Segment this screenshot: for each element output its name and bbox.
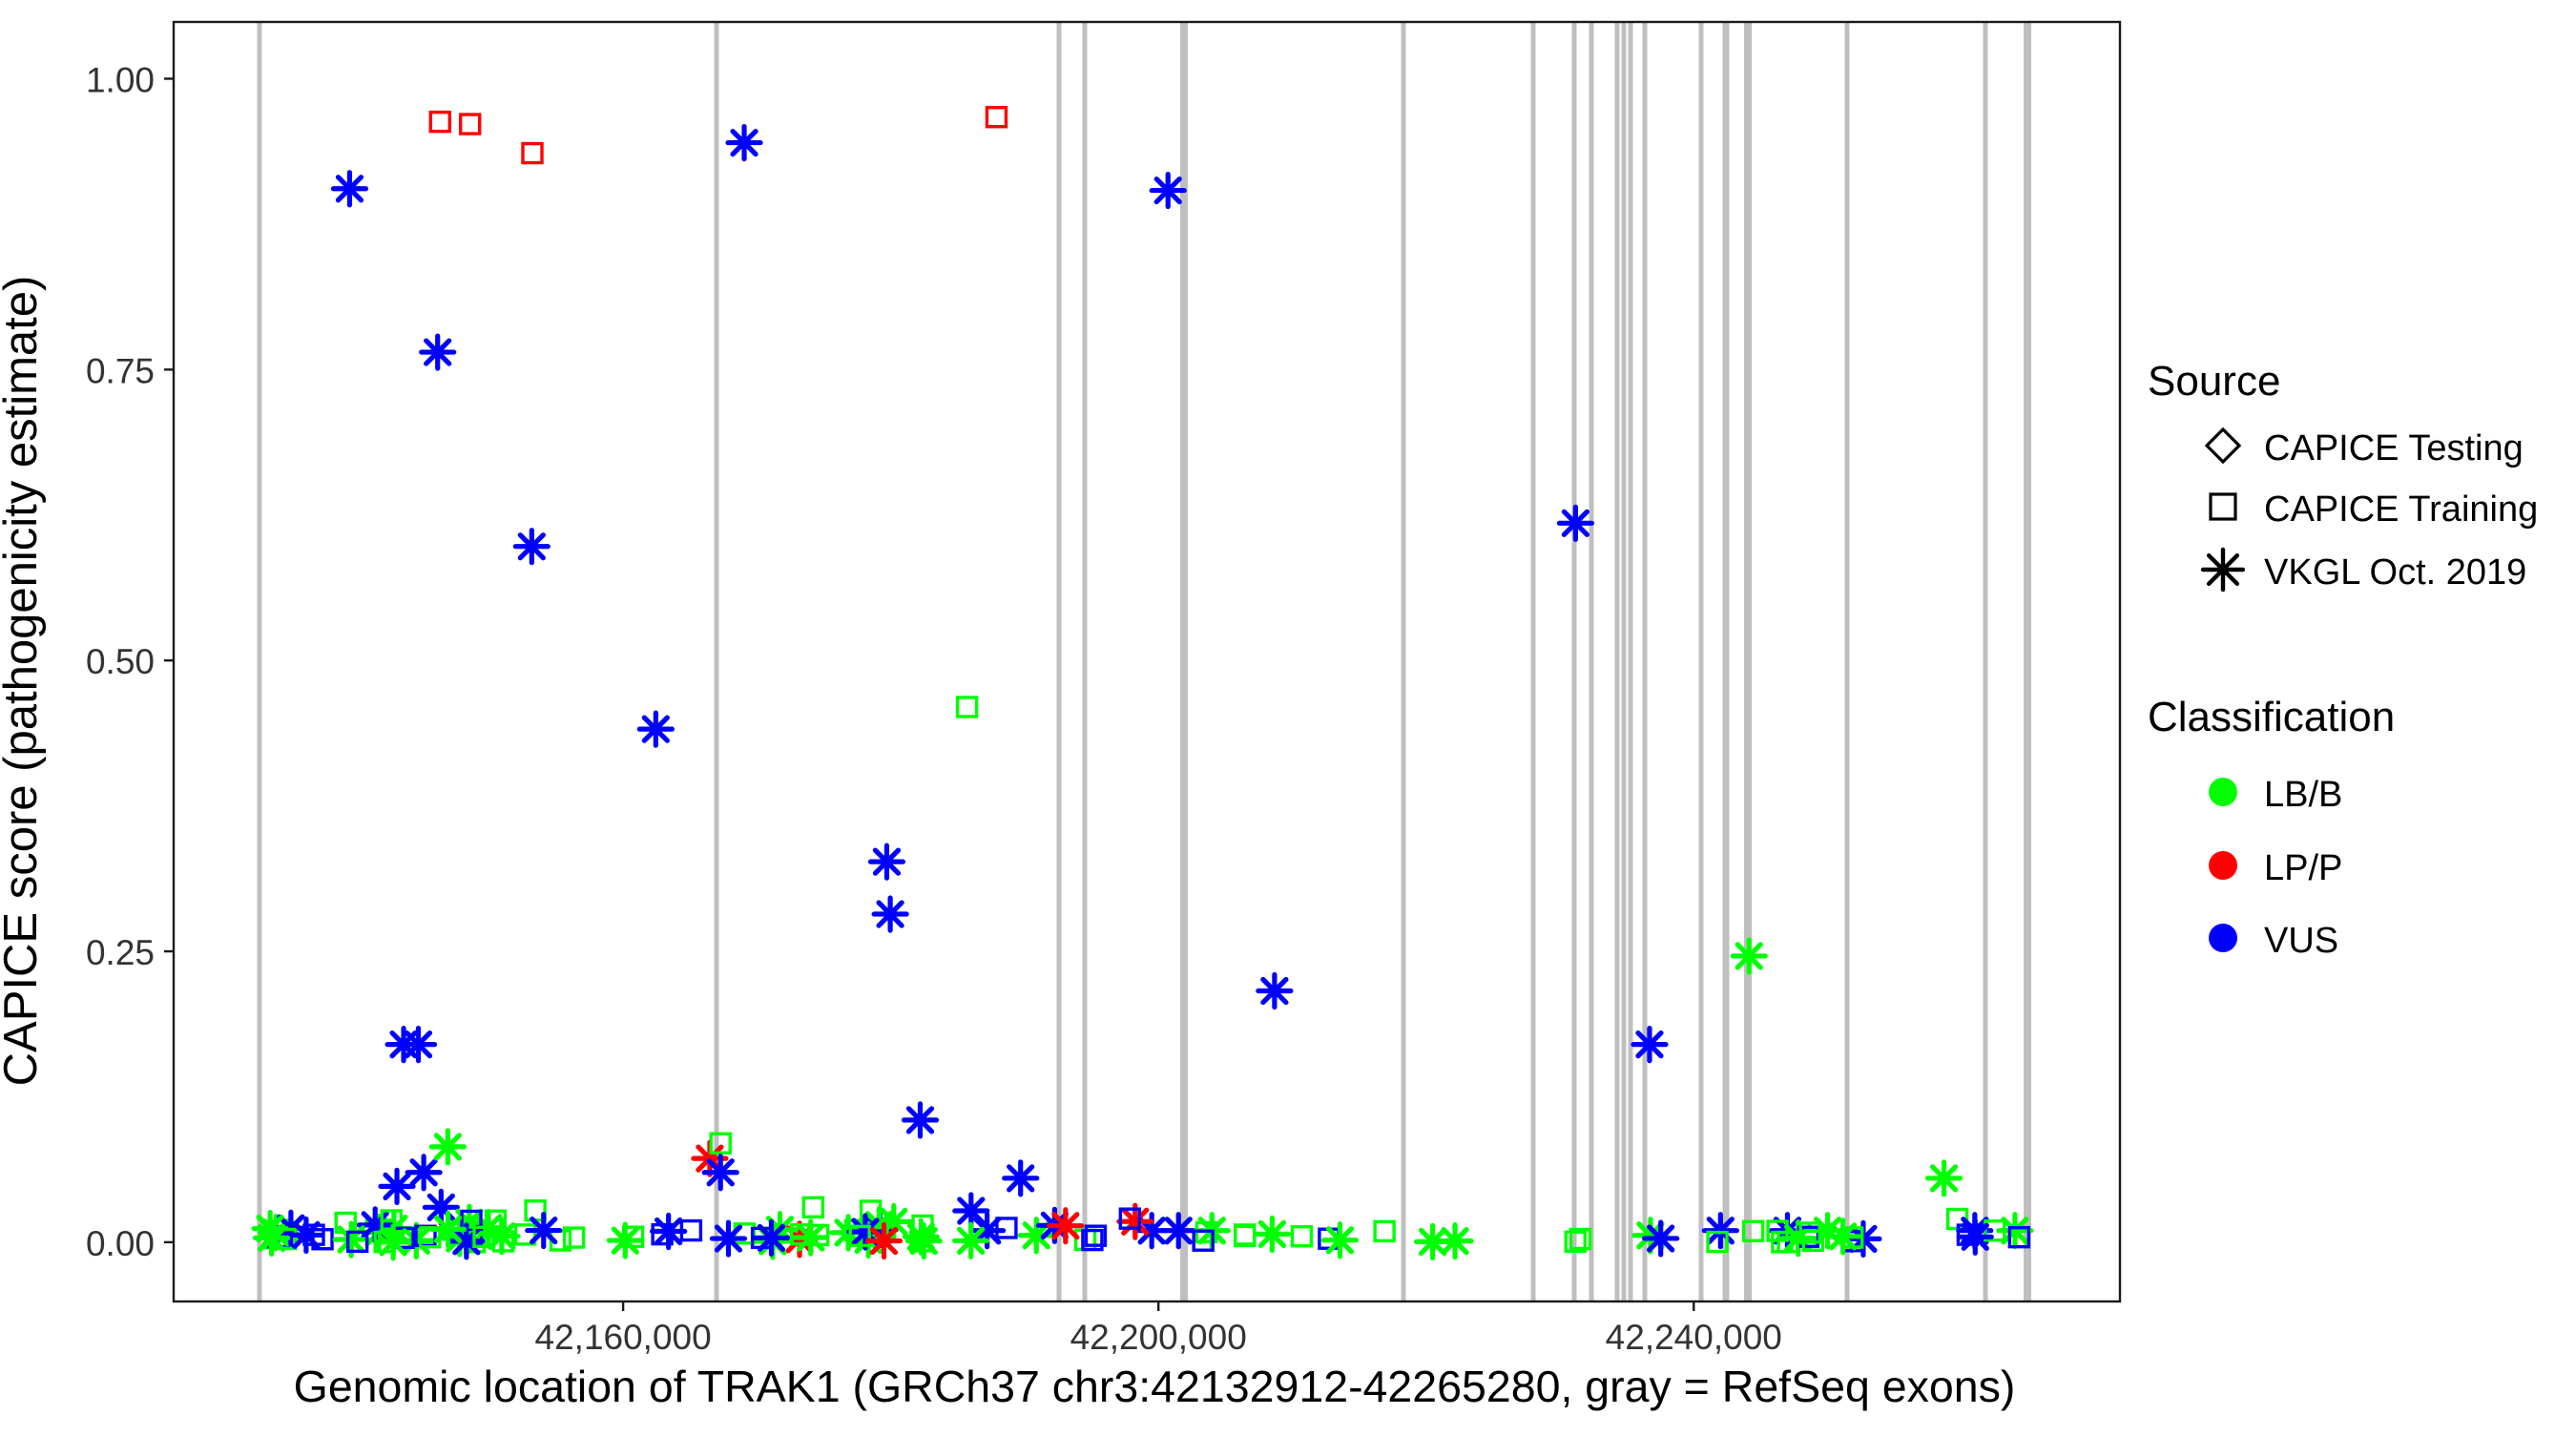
svg-text:VUS: VUS [2264, 921, 2338, 961]
svg-text:Genomic location of TRAK1 (GRC: Genomic location of TRAK1 (GRCh37 chr3:4… [294, 1362, 2016, 1411]
svg-text:CAPICE score (pathogenicity es: CAPICE score (pathogenicity estimate) [0, 276, 47, 1087]
svg-text:0.25: 0.25 [86, 933, 155, 972]
svg-text:VKGL Oct. 2019: VKGL Oct. 2019 [2264, 552, 2526, 593]
svg-text:0.00: 0.00 [86, 1224, 155, 1263]
svg-text:LB/B: LB/B [2264, 775, 2342, 815]
svg-text:LP/P: LP/P [2264, 848, 2342, 888]
svg-text:CAPICE Training: CAPICE Training [2264, 489, 2538, 530]
svg-text:CAPICE Testing: CAPICE Testing [2264, 428, 2524, 468]
svg-text:0.50: 0.50 [86, 642, 155, 681]
svg-text:42,240,000: 42,240,000 [1606, 1318, 1782, 1357]
svg-text:1.00: 1.00 [86, 61, 155, 100]
svg-text:Classification: Classification [2148, 694, 2395, 740]
svg-text:Source: Source [2148, 358, 2280, 405]
svg-text:42,160,000: 42,160,000 [535, 1318, 712, 1357]
svg-text:0.75: 0.75 [86, 351, 155, 390]
svg-text:42,200,000: 42,200,000 [1070, 1318, 1247, 1357]
